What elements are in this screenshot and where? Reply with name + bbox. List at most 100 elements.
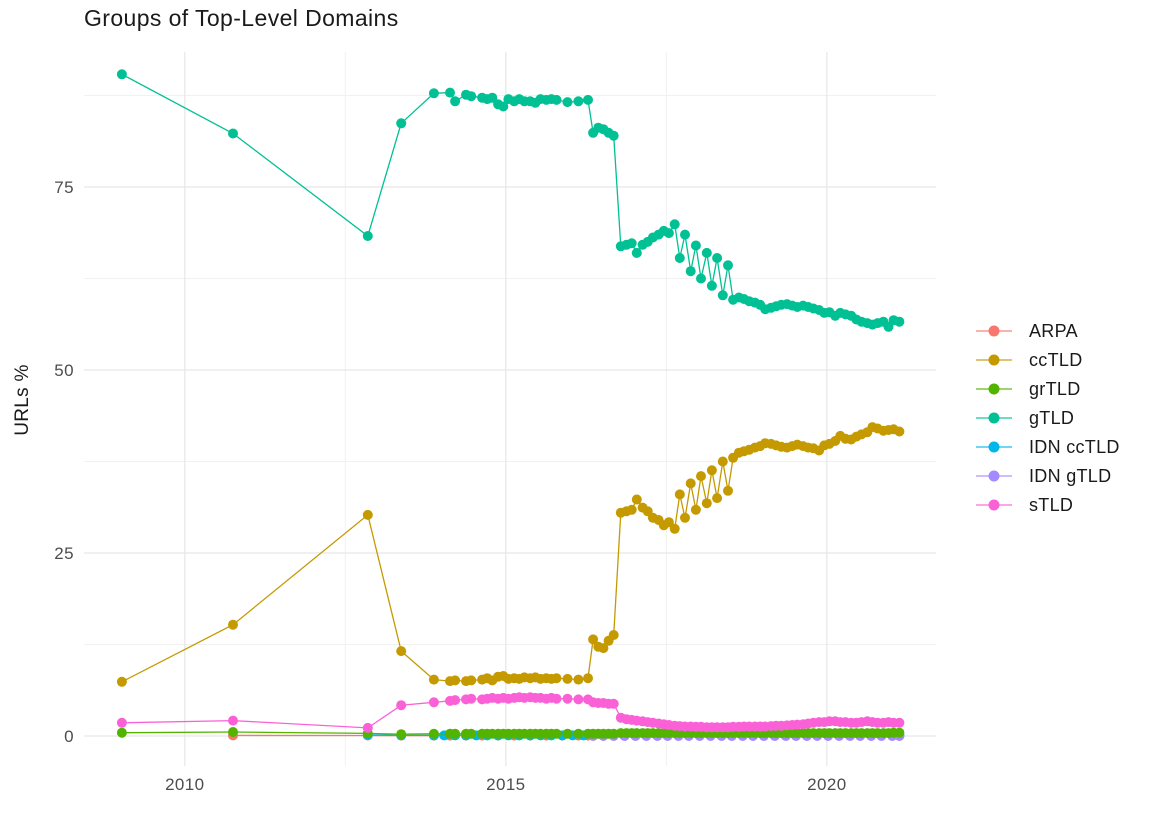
x-tick-label: 2010 <box>165 775 204 794</box>
data-point-cctld <box>562 673 573 684</box>
chart-title: Groups of Top-Level Domains <box>84 5 399 31</box>
data-point-gtld <box>487 92 498 103</box>
legend-label: ccTLD <box>1029 349 1083 370</box>
data-point-stld <box>228 715 238 726</box>
x-tick-label: 2020 <box>807 775 846 794</box>
x-tick-label: 2015 <box>486 775 525 794</box>
data-point-stld <box>116 717 127 728</box>
data-point-gtld <box>626 238 637 249</box>
legend: ARPA ccTLD grTLD gTLD IDN ccTLD IDN gTLD sTLD <box>975 319 1120 522</box>
data-point-gtld <box>690 240 701 251</box>
data-point-stld <box>466 693 477 704</box>
data-point-gtld <box>466 91 477 102</box>
series-line-cctld <box>121 426 900 683</box>
data-point-gtld <box>583 94 593 105</box>
data-point-cctld <box>450 675 461 686</box>
data-point-gtld <box>894 316 905 327</box>
data-point-cctld <box>631 494 642 505</box>
data-point-cctld <box>663 517 674 528</box>
data-point-stld <box>428 697 439 708</box>
data-point-stld <box>608 698 619 709</box>
legend-key-gtld <box>976 412 1012 424</box>
legend-key-dot <box>988 383 1000 395</box>
data-point-grtld <box>573 728 584 739</box>
legend-key-idn-cctld <box>976 441 1012 453</box>
data-point-cctld <box>701 498 712 509</box>
data-point-cctld <box>680 512 690 523</box>
legend-item-arpa: ARPA <box>975 319 1120 343</box>
data-point-cctld <box>674 489 685 500</box>
data-point-cctld <box>588 634 599 645</box>
legend-key-dot <box>988 441 1000 453</box>
data-point-grtld <box>562 728 573 739</box>
series-line-gtld <box>121 73 900 328</box>
data-point-gtld <box>631 247 642 258</box>
data-point-gtld <box>685 266 696 277</box>
data-point-cctld <box>685 478 696 489</box>
data-point-cctld <box>696 471 706 482</box>
legend-key-cctld <box>976 354 1012 366</box>
data-point-stld <box>562 693 573 704</box>
legend-key-idn-gtld <box>976 470 1012 482</box>
series-grtld <box>116 727 905 740</box>
data-point-stld <box>450 695 461 706</box>
legend-key-stld <box>976 499 1012 511</box>
data-point-gtld <box>450 96 461 107</box>
data-point-cctld <box>466 675 477 686</box>
data-point-gtld <box>362 231 373 241</box>
data-point-cctld <box>626 504 637 515</box>
data-point-cctld <box>723 485 733 496</box>
data-point-stld <box>894 717 905 728</box>
data-point-gtld <box>669 219 680 230</box>
data-point-gtld <box>706 280 717 291</box>
legend-key-dot <box>988 354 1000 366</box>
data-point-gtld <box>396 118 407 129</box>
data-point-gtld <box>712 253 723 263</box>
data-point-gtld <box>696 273 706 284</box>
data-point-gtld <box>573 96 584 107</box>
legend-label: sTLD <box>1029 494 1074 515</box>
data-point-gtld <box>674 253 685 263</box>
legend-item-idn-gtld: IDN gTLD <box>975 464 1120 488</box>
data-point-cctld <box>573 674 584 685</box>
data-point-gtld <box>663 228 674 239</box>
legend-label: IDN gTLD <box>1029 465 1112 486</box>
data-point-cctld <box>894 426 905 437</box>
data-point-gtld <box>717 290 728 301</box>
data-point-cctld <box>583 673 593 684</box>
y-tick-label: 75 <box>54 178 74 197</box>
legend-key-dot <box>988 412 1000 424</box>
data-point-gtld <box>428 88 439 99</box>
data-point-gtld <box>498 101 509 112</box>
data-point-grtld <box>396 729 407 740</box>
legend-item-gtld: gTLD <box>975 406 1120 430</box>
legend-label: IDN ccTLD <box>1029 436 1120 457</box>
legend-label: ARPA <box>1029 320 1078 341</box>
legend-item-cctld: ccTLD <box>975 348 1120 372</box>
data-point-cctld <box>396 646 407 657</box>
data-point-gtld <box>228 128 238 139</box>
y-tick-label: 0 <box>64 727 74 746</box>
data-point-cctld <box>608 630 619 640</box>
y-tick-label: 50 <box>54 361 74 380</box>
legend-key-dot <box>988 325 1000 337</box>
data-point-grtld <box>466 728 477 739</box>
series-cctld <box>116 422 905 687</box>
y-tick-label: 25 <box>54 544 74 563</box>
data-point-cctld <box>362 509 373 520</box>
data-point-stld <box>551 693 562 704</box>
data-point-gtld <box>680 229 690 240</box>
data-point-gtld <box>723 260 733 271</box>
axis-tick-labels: 0 25 50 75 2010 2015 2020 <box>54 178 846 794</box>
series-gtld <box>116 69 905 332</box>
data-point-gtld <box>116 69 127 80</box>
grid-minor <box>84 52 936 766</box>
data-point-grtld <box>116 727 127 738</box>
series-stld <box>116 692 905 733</box>
grid-major <box>84 52 936 766</box>
data-point-grtld <box>551 728 562 739</box>
legend-item-grtld: grTLD <box>975 377 1120 401</box>
legend-key-grtld <box>976 383 1012 395</box>
data-point-gtld <box>608 130 619 141</box>
